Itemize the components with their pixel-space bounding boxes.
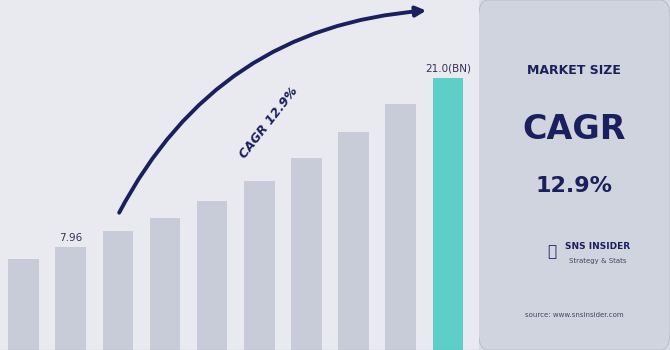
Bar	[244, 182, 275, 350]
Bar	[338, 132, 369, 350]
Text: source: www.snsinsider.com: source: www.snsinsider.com	[525, 312, 624, 318]
Bar	[433, 78, 463, 350]
Text: 🏰: 🏰	[547, 245, 556, 259]
Text: 12.9%: 12.9%	[536, 175, 613, 196]
Text: 21.0(BN): 21.0(BN)	[425, 64, 471, 74]
Text: Strategy & Stats: Strategy & Stats	[569, 258, 626, 264]
Bar	[103, 231, 133, 350]
Text: 7.96: 7.96	[59, 233, 82, 243]
Bar	[8, 259, 39, 350]
Text: MARKET SIZE: MARKET SIZE	[527, 63, 621, 77]
Bar	[197, 201, 228, 350]
Bar	[56, 247, 86, 350]
Text: CAGR 12.9%: CAGR 12.9%	[237, 85, 301, 161]
Text: CAGR: CAGR	[523, 113, 626, 146]
FancyBboxPatch shape	[478, 0, 670, 350]
Bar	[291, 158, 322, 350]
Text: SNS INSIDER: SNS INSIDER	[565, 242, 630, 251]
Bar	[385, 104, 416, 350]
Bar	[149, 218, 180, 350]
